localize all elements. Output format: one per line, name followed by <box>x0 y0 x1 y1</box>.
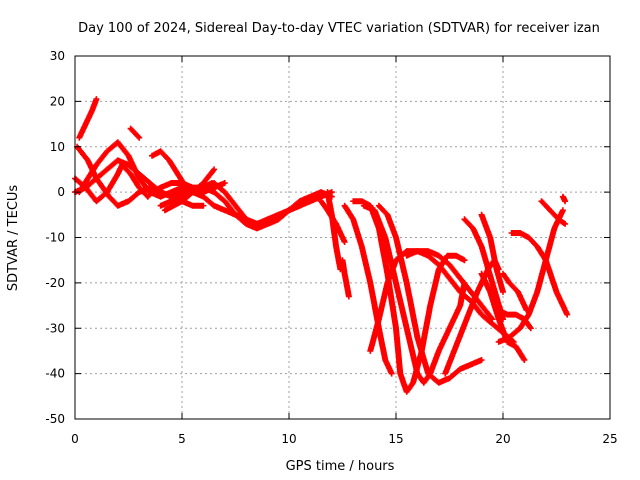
y-axis-ticks: -50 -40 -30 -20 -10 0 10 20 30 <box>45 49 610 426</box>
y-tick-label: -20 <box>45 276 65 290</box>
marker-trace <box>157 180 335 227</box>
series-arc-26 <box>508 230 571 318</box>
marker-trace <box>500 270 530 314</box>
x-tick-label: 25 <box>602 432 617 446</box>
series-arc-17 <box>375 202 485 386</box>
marker-trace <box>508 230 571 318</box>
y-axis-label: SDTVAR / TECUs <box>6 185 21 292</box>
y-tick-label: 10 <box>50 140 65 154</box>
series-arc-1 <box>76 96 100 141</box>
series-arc-24 <box>495 307 534 332</box>
series-arc-11 <box>318 198 348 245</box>
x-axis-ticks: 0 5 10 15 20 25 <box>71 56 618 446</box>
series-arc-21 <box>478 211 506 295</box>
y-tick-label: 20 <box>50 94 65 108</box>
series-arc-27 <box>538 198 569 227</box>
series-arc-25 <box>500 270 530 314</box>
marker-trace <box>375 202 485 386</box>
marker-trace <box>318 198 348 245</box>
series-arc-6 <box>127 125 143 141</box>
chart-title: Day 100 of 2024, Sidereal Day-to-day VTE… <box>78 21 600 36</box>
x-tick-label: 5 <box>178 432 186 446</box>
y-tick-label: 30 <box>50 49 65 63</box>
x-tick-label: 15 <box>388 432 403 446</box>
y-tick-label: 0 <box>57 185 65 199</box>
y-tick-label: -10 <box>45 231 65 245</box>
x-tick-label: 0 <box>71 432 79 446</box>
series-arc-28 <box>559 193 569 205</box>
marker-trace <box>339 257 352 300</box>
y-tick-label: -40 <box>45 367 65 381</box>
y-tick-label: -50 <box>45 412 65 426</box>
x-tick-label: 20 <box>495 432 510 446</box>
x-axis-label: GPS time / hours <box>286 459 395 474</box>
series-arc-12 <box>339 257 352 300</box>
series-arc-9 <box>157 180 335 227</box>
marker-trace <box>478 211 506 295</box>
x-tick-label: 10 <box>281 432 296 446</box>
marker-trace <box>538 198 569 227</box>
marker-trace <box>495 307 534 332</box>
marker-trace <box>559 193 569 205</box>
plot-area <box>72 96 571 395</box>
y-tick-label: -30 <box>45 321 65 335</box>
marker-trace <box>127 125 143 141</box>
marker-trace <box>76 96 100 141</box>
